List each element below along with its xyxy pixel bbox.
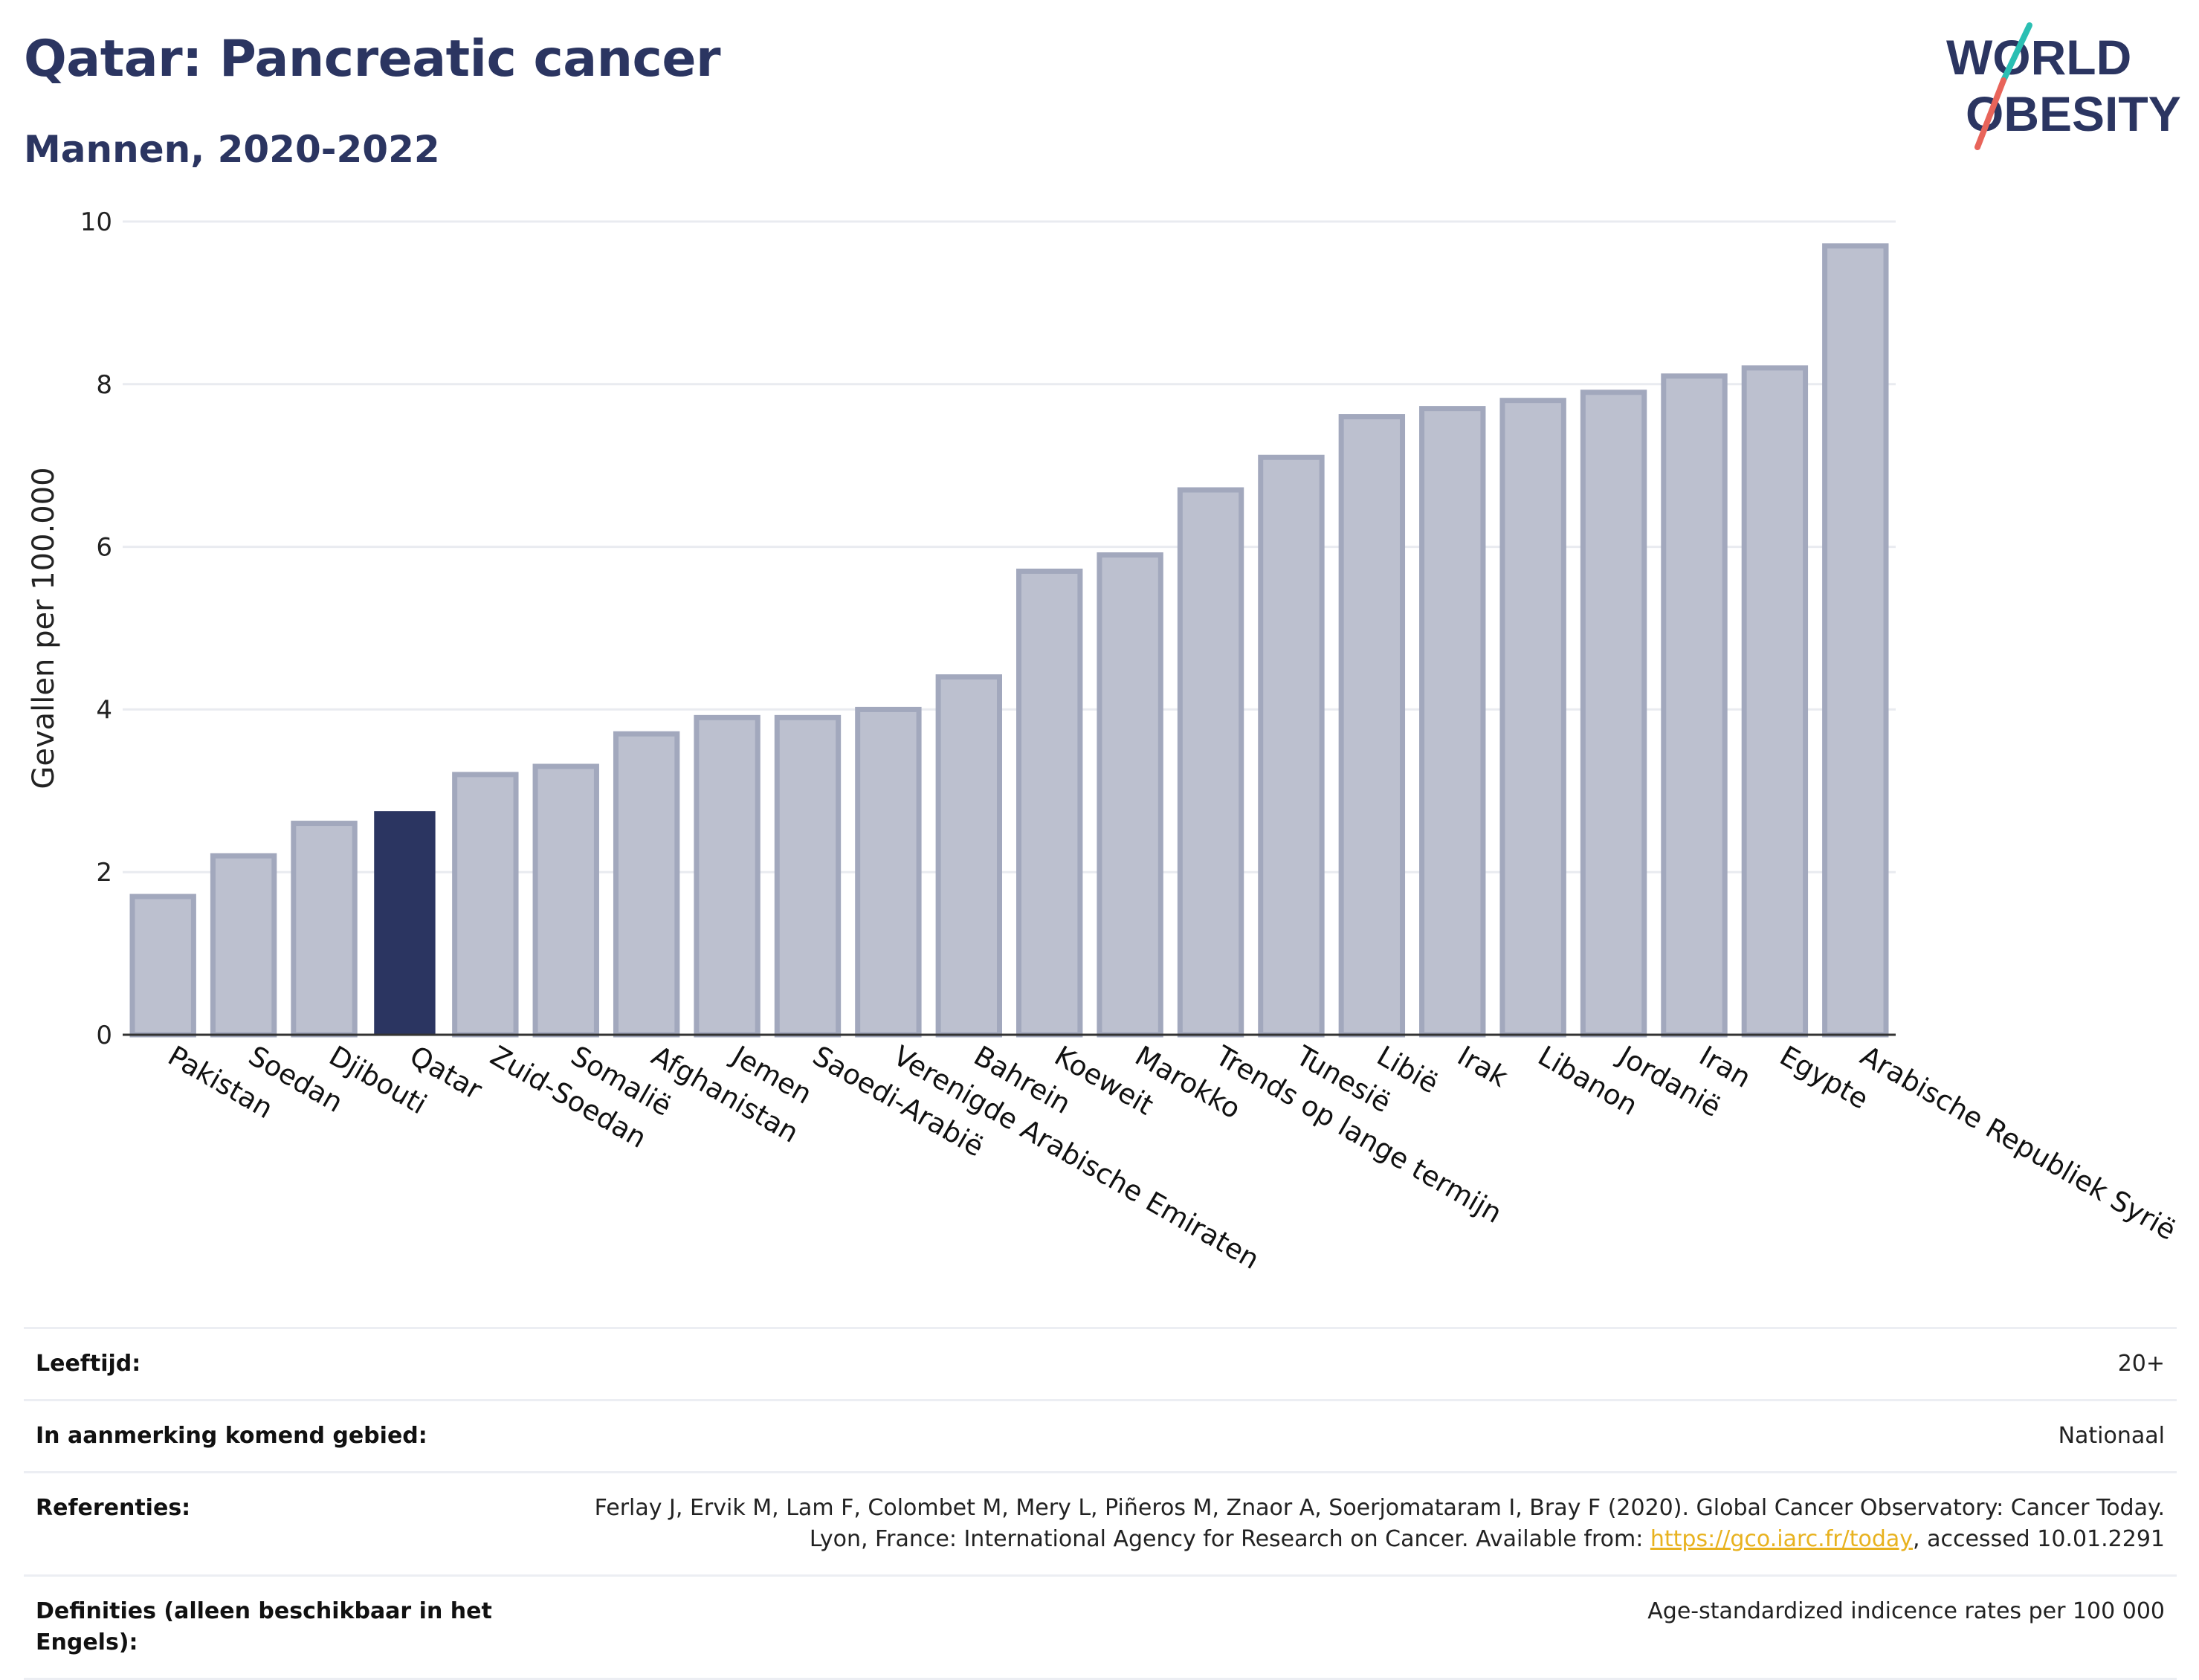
y-axis-title: Gevallen per 100.000 bbox=[27, 467, 61, 789]
x-tick-label: Arabische Republiek Syrië bbox=[1855, 1040, 2181, 1247]
x-tick-label: Irak bbox=[1452, 1040, 1514, 1094]
bar bbox=[1661, 373, 1728, 1038]
meta-value-references: Ferlay J, Ervik M, Lam F, Colombet M, Me… bbox=[544, 1493, 2165, 1555]
meta-label-definitions: Definities (alleen beschikbaar in het En… bbox=[36, 1598, 492, 1655]
bar bbox=[1419, 406, 1486, 1038]
metadata-table: Leeftijd: 20+ In aanmerking komend gebie… bbox=[24, 1327, 2177, 1680]
meta-value-definitions: Age-standardized indicence rates per 100… bbox=[1647, 1598, 2165, 1624]
logo-line1: WORLD bbox=[1946, 30, 2131, 85]
world-obesity-logo[interactable]: WORLD OBESITY bbox=[1940, 21, 2186, 155]
meta-row-age: Leeftijd: 20+ bbox=[24, 1329, 2177, 1401]
meta-label-area: In aanmerking komend gebied: bbox=[36, 1423, 427, 1449]
reference-text: Ferlay J, Ervik M, Lam F, Colombet M, Me… bbox=[594, 1495, 2165, 1552]
meta-row-references: Referenties: Ferlay J, Ervik M, Lam F, C… bbox=[24, 1473, 2177, 1577]
bar bbox=[935, 674, 1002, 1038]
meta-label-references: Referenties: bbox=[36, 1495, 191, 1521]
bar bbox=[1016, 568, 1083, 1038]
meta-row-definitions: Definities (alleen beschikbaar in het En… bbox=[24, 1577, 2177, 1680]
y-tick-label: 2 bbox=[96, 858, 112, 888]
chart-title: Qatar: Pancreatic cancer bbox=[24, 30, 721, 88]
bar bbox=[374, 811, 436, 1035]
meta-value-age: 20+ bbox=[2117, 1351, 2165, 1377]
meta-value-area: Nationaal bbox=[2058, 1423, 2165, 1449]
meta-label-age: Leeftijd: bbox=[36, 1351, 141, 1377]
bar bbox=[855, 706, 922, 1038]
chart-subtitle: Mannen, 2020-2022 bbox=[24, 128, 440, 171]
bar bbox=[129, 894, 196, 1038]
bar bbox=[694, 714, 761, 1038]
bar bbox=[1258, 454, 1325, 1038]
x-tick-label: Egypte bbox=[1775, 1040, 1874, 1116]
reference-link[interactable]: https://gco.iarc.fr/today bbox=[1650, 1526, 1914, 1552]
bar bbox=[613, 731, 680, 1038]
logo-slash-teal bbox=[2001, 22, 2032, 83]
bar bbox=[1741, 365, 1809, 1038]
y-tick-label: 8 bbox=[96, 370, 112, 400]
meta-row-area: In aanmerking komend gebied: Nationaal bbox=[24, 1401, 2177, 1473]
bar bbox=[1499, 398, 1566, 1038]
reference-accessed: , accessed 10.01.2291 bbox=[1913, 1526, 2165, 1552]
bar bbox=[1338, 414, 1406, 1038]
bar bbox=[1580, 390, 1647, 1038]
logo-line2: OBESITY bbox=[1966, 86, 2181, 141]
bar bbox=[774, 714, 842, 1038]
bar bbox=[532, 763, 599, 1038]
bar bbox=[1097, 552, 1163, 1038]
y-tick-label: 10 bbox=[80, 207, 112, 237]
bar bbox=[452, 772, 519, 1038]
bar bbox=[1177, 487, 1244, 1038]
y-tick-label: 0 bbox=[96, 1021, 112, 1050]
bar bbox=[210, 853, 277, 1038]
world-obesity-logo-mark: WORLD OBESITY bbox=[1946, 22, 2181, 150]
bar bbox=[291, 821, 358, 1038]
y-tick-label: 4 bbox=[96, 695, 112, 725]
logo-slash-red bbox=[1974, 77, 2006, 150]
bar bbox=[1822, 243, 1889, 1038]
y-tick-label: 6 bbox=[96, 533, 112, 563]
